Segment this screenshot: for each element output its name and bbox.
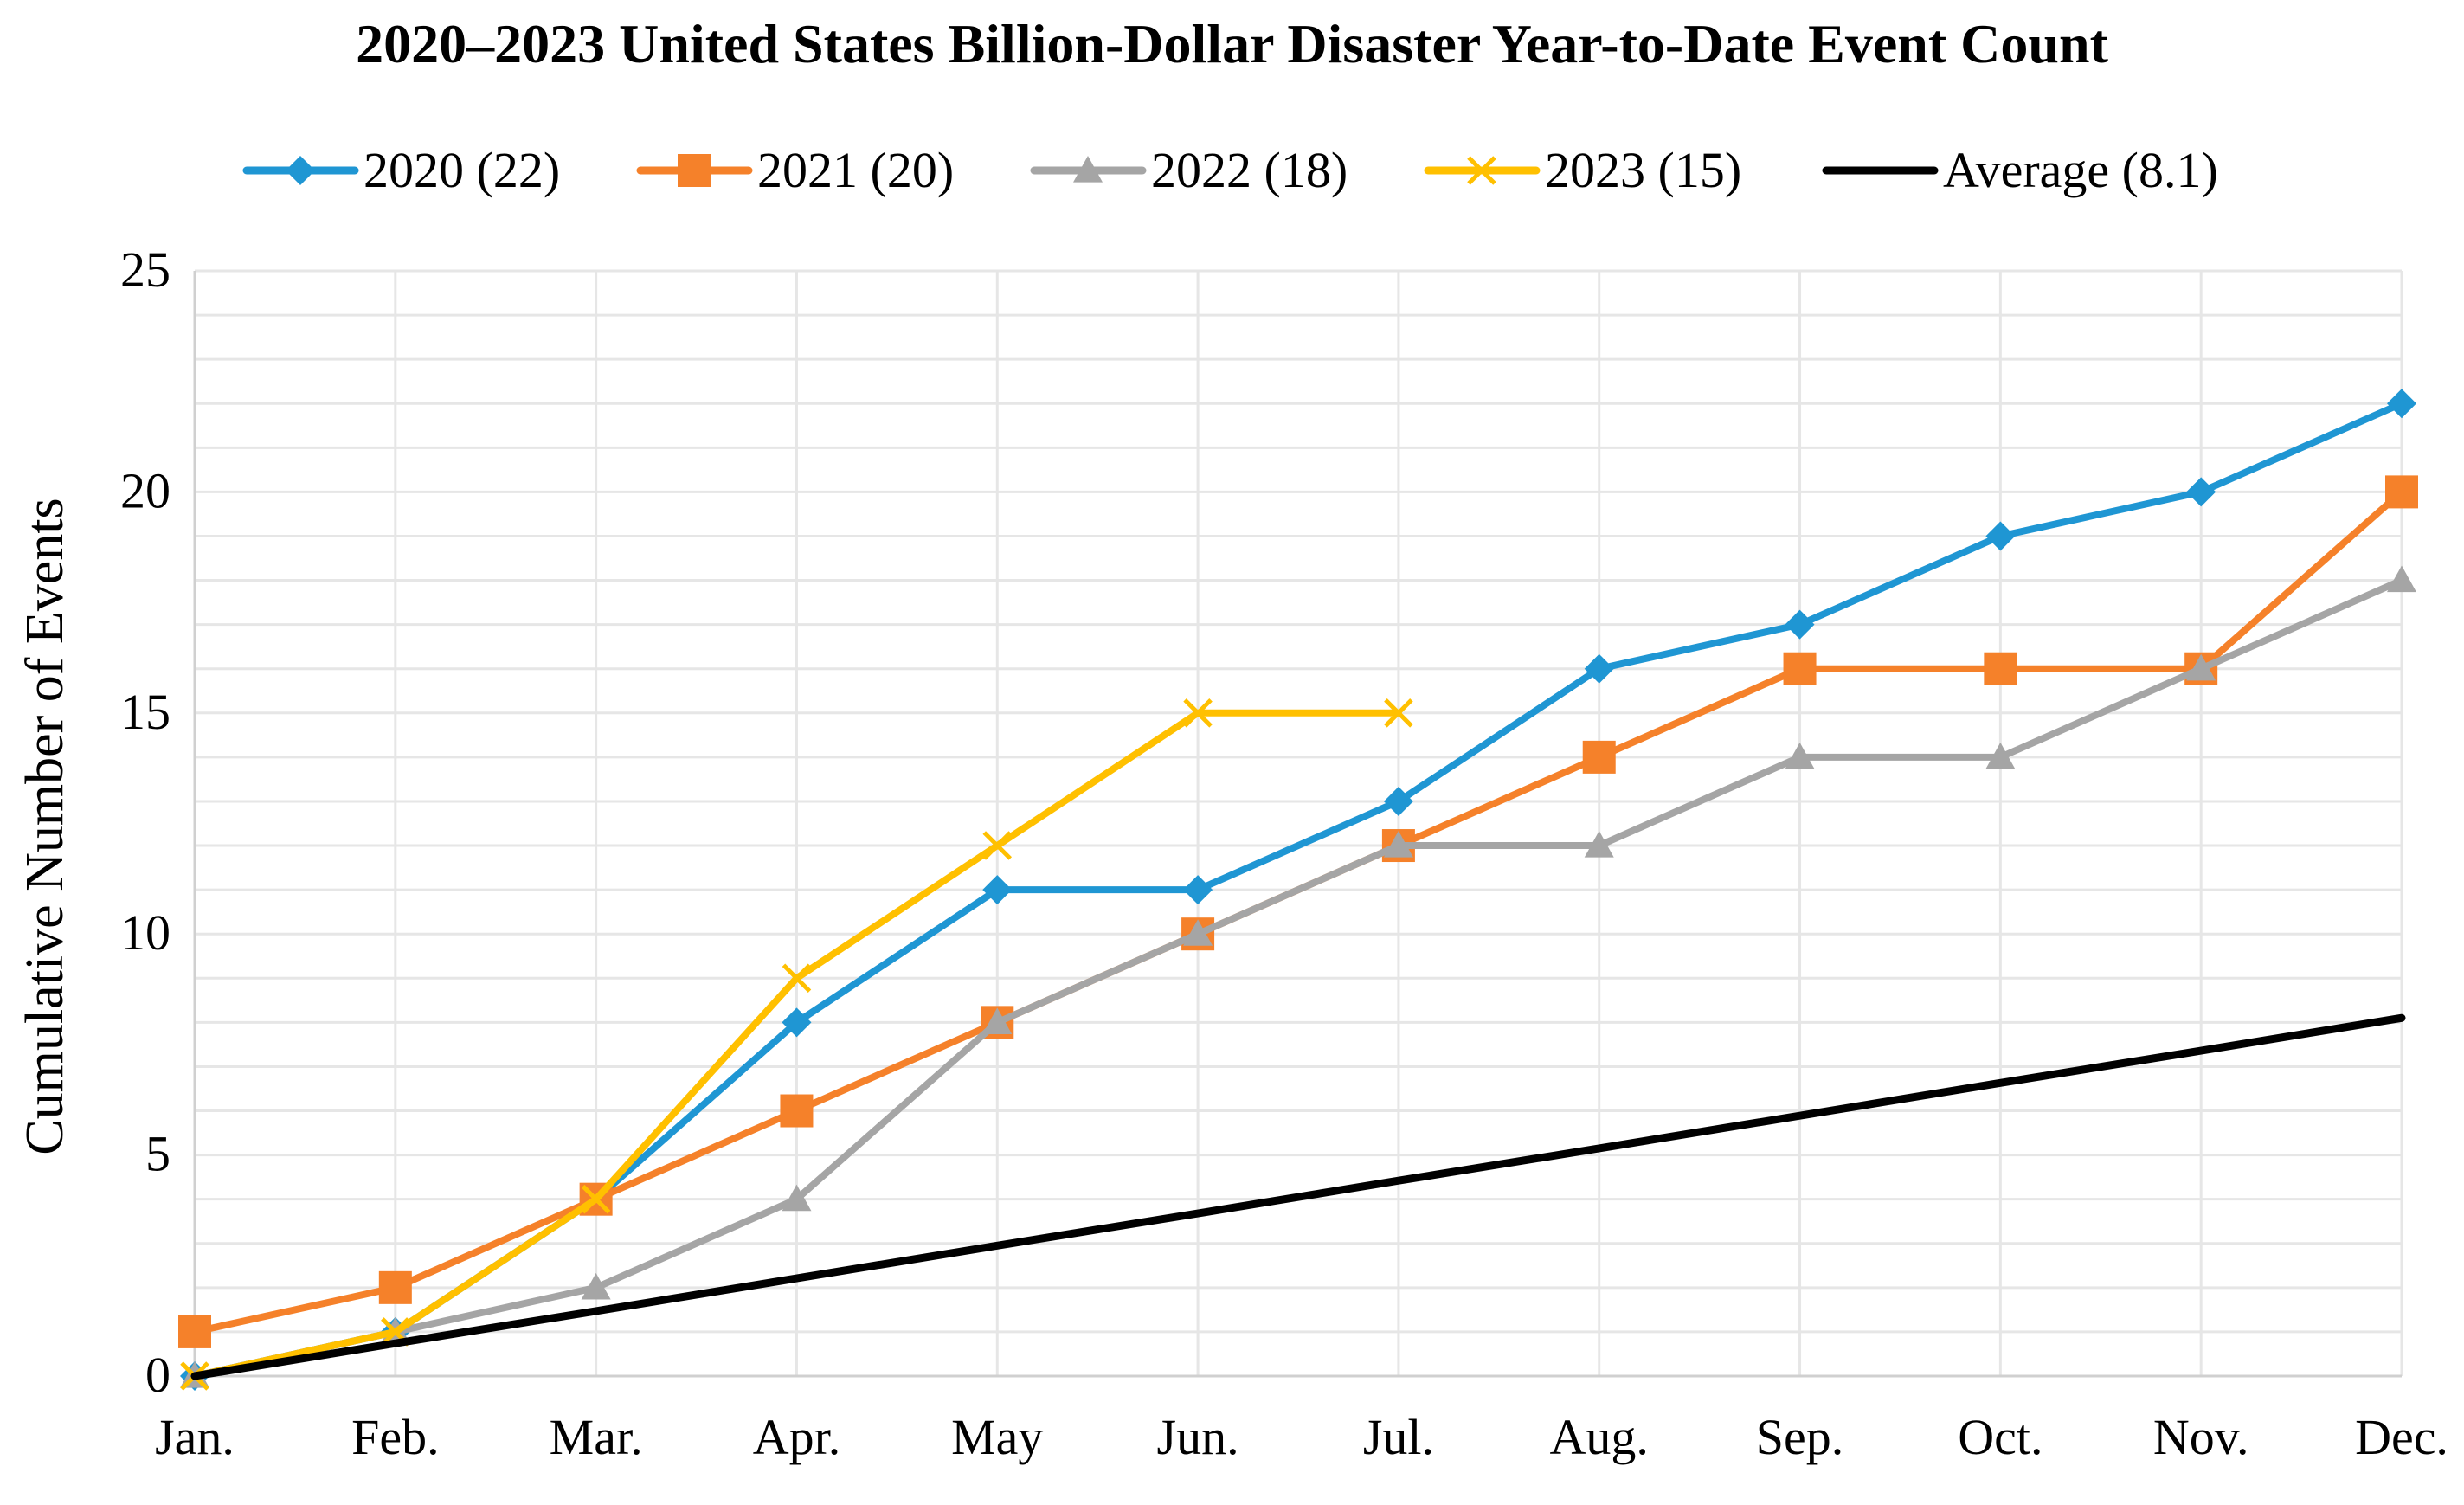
data-point-triangle	[1183, 919, 1213, 946]
data-point-square	[1783, 652, 1817, 685]
data-point-x-stroke	[381, 1317, 410, 1347]
y-tick-label: 0	[145, 1347, 170, 1403]
legend-item-3: 2023 (15)	[1424, 142, 1741, 198]
data-point-diamond	[2186, 477, 2216, 507]
series-line	[191, 576, 2405, 1380]
data-point-x-stroke	[1467, 156, 1496, 185]
legend: 2020 (22) 2021 (20) 2022 (18) 2023 (15) Aver…	[242, 142, 2218, 198]
data-point-x-stroke	[581, 1184, 611, 1214]
legend-item-1: 2021 (20)	[636, 142, 954, 198]
data-point-x	[1384, 698, 1413, 728]
data-point-x-stroke	[1183, 698, 1213, 728]
x-tick-label: Dec.	[2355, 1409, 2448, 1465]
data-point-x	[982, 831, 1013, 860]
chart-title: 2020–2023 United States Billion-Dollar D…	[356, 13, 2108, 74]
data-point-square	[1984, 652, 2017, 685]
data-point-x	[1467, 156, 1496, 185]
data-point-triangle	[1785, 742, 1815, 769]
data-point-triangle	[1073, 156, 1103, 183]
data-point-triangle	[782, 1184, 812, 1212]
grid-layer	[193, 269, 2403, 1376]
data-point-x-stroke	[982, 831, 1013, 860]
data-point-diamond	[1383, 786, 1413, 816]
data-point-diamond	[1985, 521, 2016, 551]
data-point-triangle	[982, 1007, 1013, 1034]
data-point-triangle	[1584, 831, 1614, 858]
data-point-triangle	[2387, 565, 2416, 593]
series-2	[180, 565, 2416, 1388]
data-point-diamond	[2387, 389, 2416, 419]
x-tick-label: May	[951, 1409, 1043, 1465]
data-point-diamond	[286, 156, 315, 185]
x-tick-label: Mar.	[550, 1409, 643, 1465]
data-point-square	[178, 1315, 211, 1348]
y-axis-title: Cumulative Number of Events	[16, 498, 74, 1154]
x-tick-label: Jan.	[155, 1409, 235, 1465]
data-point-triangle	[1383, 831, 1413, 858]
data-point-x	[1183, 698, 1213, 728]
data-point-x-stroke	[782, 963, 812, 994]
data-point-diamond	[1785, 609, 1815, 640]
x-tick-label: Feb.	[351, 1409, 440, 1465]
y-tick-label: 15	[120, 684, 170, 740]
y-tick-label: 5	[145, 1126, 170, 1182]
data-point-diamond	[1183, 875, 1213, 905]
legend-label: 2023 (15)	[1545, 142, 1741, 198]
y-tick-label: 20	[120, 462, 170, 518]
series-layer	[178, 389, 2418, 1391]
data-point-square	[1582, 740, 1616, 774]
x-tick-label: Nov.	[2153, 1409, 2249, 1465]
series-1	[178, 475, 2418, 1348]
legend-label: Average (8.1)	[1943, 142, 2218, 198]
legend-label: 2022 (18)	[1151, 142, 1348, 198]
data-point-triangle	[1985, 742, 2016, 769]
data-point-triangle	[2186, 653, 2216, 681]
x-tick-label: Jun.	[1157, 1409, 1239, 1465]
legend-item-2: 2022 (18)	[1030, 142, 1348, 198]
legend-label: 2020 (22)	[363, 142, 560, 198]
data-point-square	[378, 1270, 412, 1304]
data-point-triangle	[581, 1272, 611, 1300]
data-point-x	[581, 1184, 611, 1214]
legend-item-4: Average (8.1)	[1822, 142, 2218, 198]
x-tick-label: Sep.	[1756, 1409, 1844, 1465]
data-point-x	[782, 963, 812, 994]
series-line	[191, 488, 2405, 1335]
data-point-diamond	[1584, 653, 1614, 684]
x-tick-label: Apr.	[753, 1409, 841, 1465]
x-tick-label: Aug.	[1550, 1409, 1649, 1465]
data-point-x-stroke	[1384, 698, 1413, 728]
legend-label: 2021 (20)	[757, 142, 954, 198]
data-point-diamond	[782, 1007, 812, 1038]
data-point-square	[2385, 475, 2418, 509]
y-tick-label: 10	[120, 904, 170, 961]
data-point-square	[780, 1094, 814, 1128]
y-tick-label: 25	[120, 241, 170, 298]
legend-item-0: 2020 (22)	[242, 142, 560, 198]
x-tick-label: Oct.	[1958, 1409, 2043, 1465]
data-point-diamond	[982, 875, 1013, 905]
data-point-square	[678, 154, 711, 187]
x-tick-label: Jul.	[1363, 1409, 1434, 1465]
series-line	[190, 1013, 2406, 1380]
axis-layer: 0 5 10 15 20 25 Jan. Feb. Mar. Apr. May Jun. Jul. Aug…	[120, 241, 2448, 1465]
series-4	[190, 1013, 2406, 1380]
